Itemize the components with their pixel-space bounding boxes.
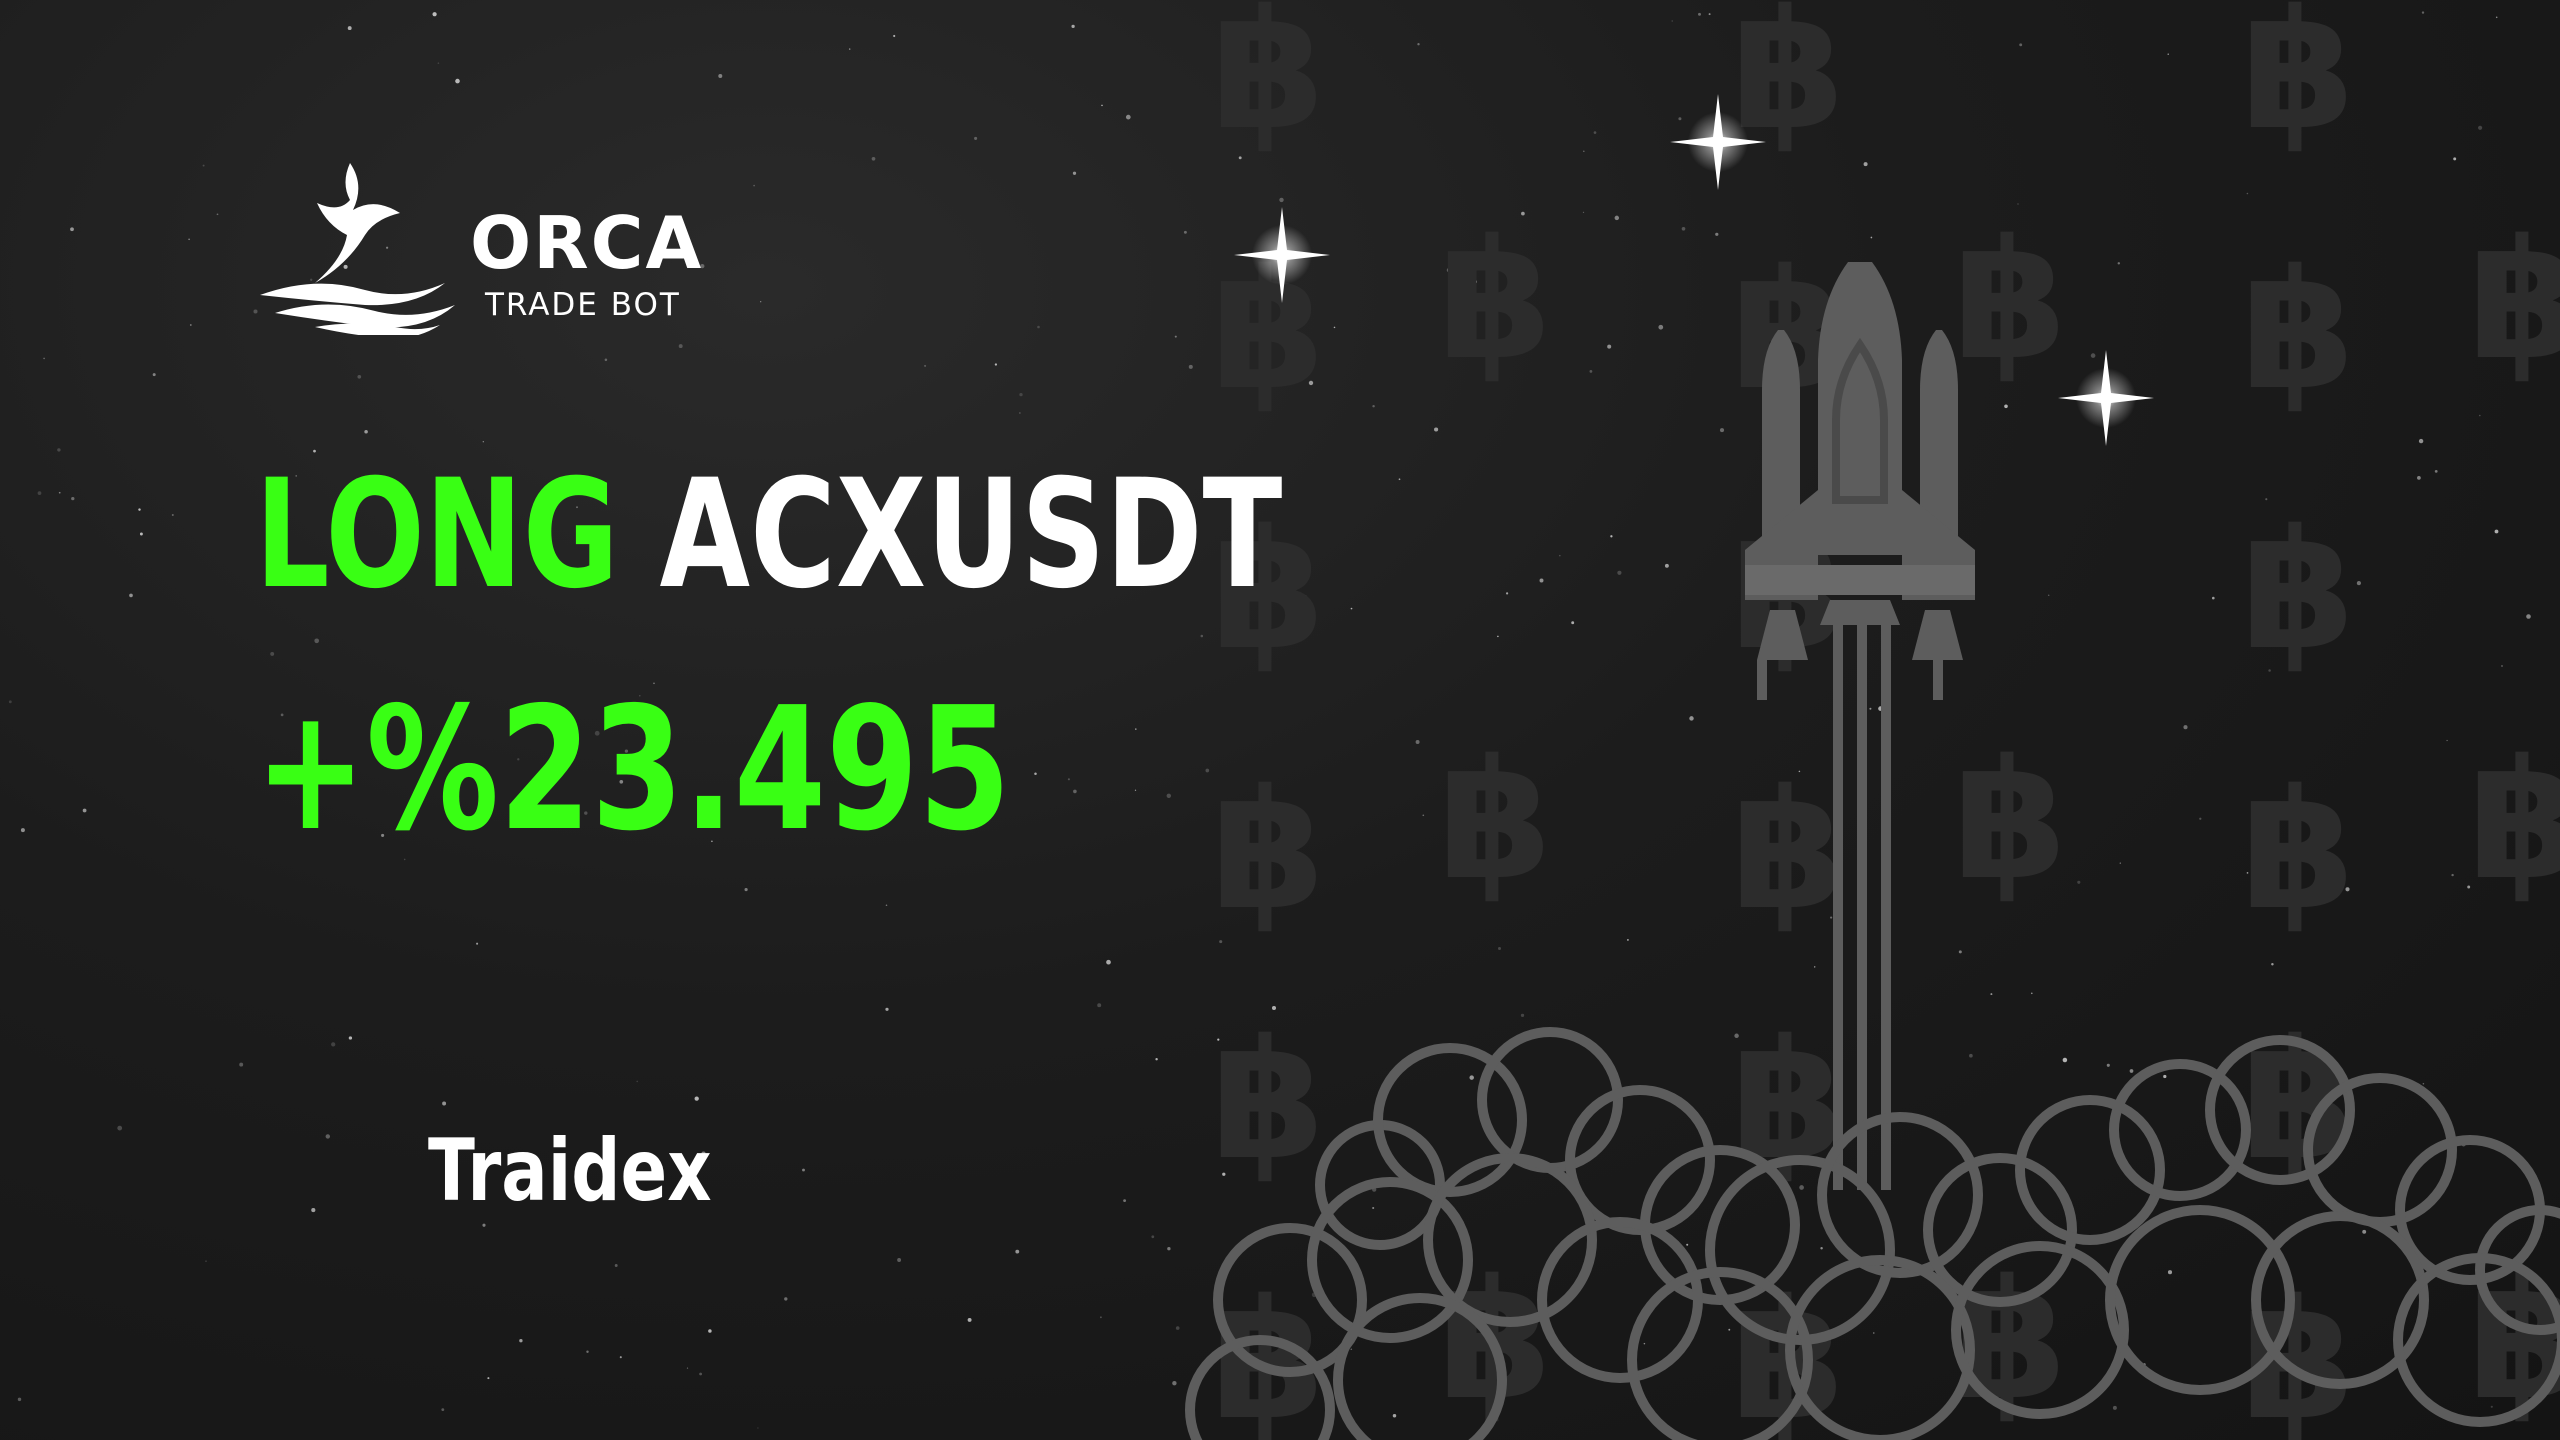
whale-tail-icon [260, 163, 455, 335]
brand-logo: ORCA TRADE BOT [255, 155, 701, 335]
profit-percentage: +%23.495 [255, 671, 1011, 869]
sparkle-star-icon [2058, 350, 2154, 446]
exchange-name: Traidex [428, 1121, 712, 1221]
trade-direction: LONG [255, 448, 619, 622]
brand-name: ORCA [470, 201, 704, 285]
sparkle-star-icon [1670, 94, 1766, 190]
smoke-clouds [1185, 1027, 2560, 1440]
exhaust-trails [1757, 620, 1943, 1190]
signal-headline: LONG ACXUSDT [255, 460, 1282, 610]
brand-tagline: TRADE BOT [485, 287, 681, 323]
sparkle-star-icon [1234, 207, 1330, 303]
trading-pair: ACXUSDT [659, 448, 1283, 622]
